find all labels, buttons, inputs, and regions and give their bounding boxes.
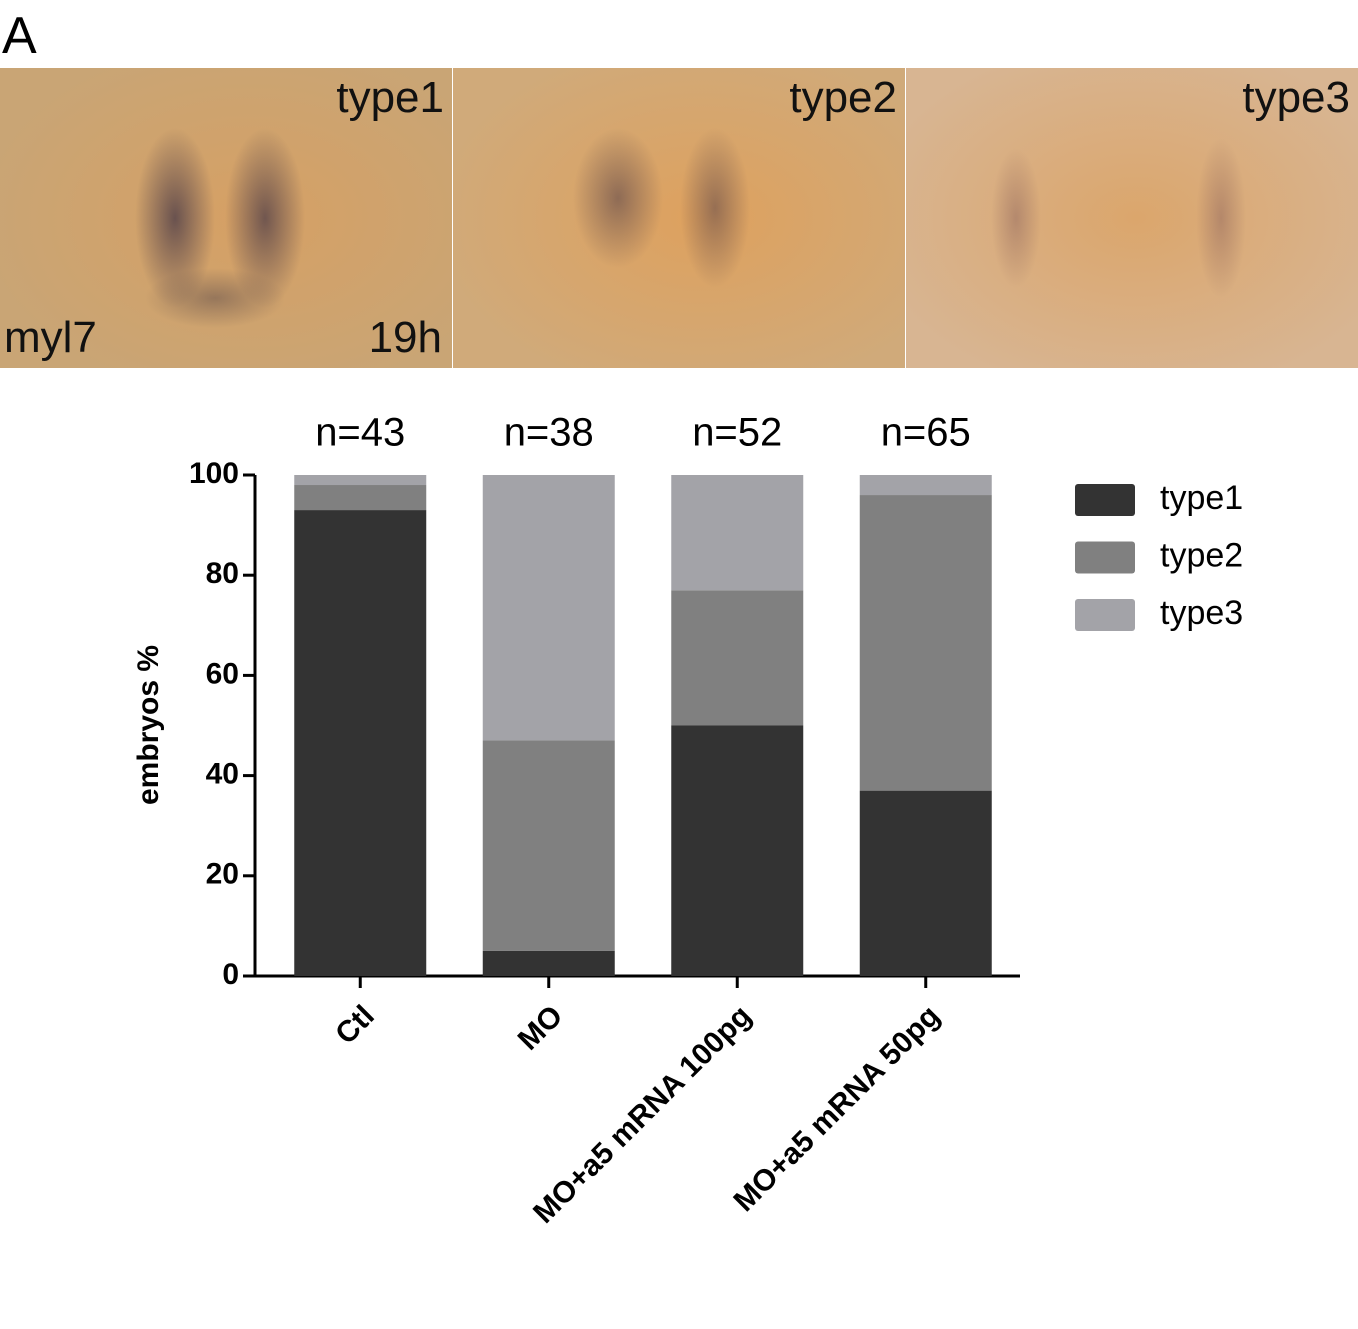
bar-segment (671, 590, 804, 726)
y-axis-label: embryos % (132, 645, 165, 805)
legend-swatch (1075, 599, 1135, 631)
photo-panel: type1 myl7 19h (0, 68, 452, 368)
photo-panel: type3 (906, 68, 1358, 368)
bar-segment (671, 475, 804, 591)
bar-segment (294, 510, 427, 976)
bar-segment (482, 740, 615, 951)
y-tick-label: 40 (206, 758, 239, 791)
annotation: n=52 (692, 411, 782, 455)
bar-segment (482, 475, 615, 741)
legend-label: type3 (1160, 594, 1243, 632)
panel-title: type3 (1242, 73, 1350, 122)
bar-segment (294, 485, 427, 511)
y-tick-label: 80 (206, 557, 239, 590)
stage-label: 19h (368, 313, 442, 362)
bar-segment (859, 475, 992, 496)
panel-title: type1 (336, 73, 444, 122)
y-tick-label: 100 (189, 457, 239, 490)
annotation: n=65 (881, 411, 971, 455)
legend-label: type1 (1160, 479, 1243, 517)
x-tick-label: Ctl (329, 999, 381, 1051)
panel-label: A (2, 7, 37, 65)
bar-segment (859, 790, 992, 976)
annotation: n=43 (315, 411, 405, 455)
bar-segment (859, 495, 992, 791)
x-tick-label: MO+a5 mRNA 100pg (527, 999, 758, 1230)
panel-title: type2 (789, 73, 897, 122)
bar-segment (671, 725, 804, 976)
bar-segment (294, 475, 427, 486)
annotation: n=38 (504, 411, 594, 455)
bar-segment (482, 950, 615, 976)
photo-panel: type2 (453, 68, 905, 368)
legend-label: type2 (1160, 536, 1243, 574)
gene-label: myl7 (4, 313, 97, 362)
legend-swatch (1075, 541, 1135, 574)
x-tick-label: MO (512, 999, 570, 1057)
x-tick-label: MO+a5 mRNA 50pg (727, 999, 946, 1218)
y-tick-label: 20 (206, 858, 239, 891)
legend-swatch (1075, 484, 1135, 516)
y-tick-label: 60 (206, 657, 239, 690)
y-tick-label: 0 (222, 958, 239, 991)
